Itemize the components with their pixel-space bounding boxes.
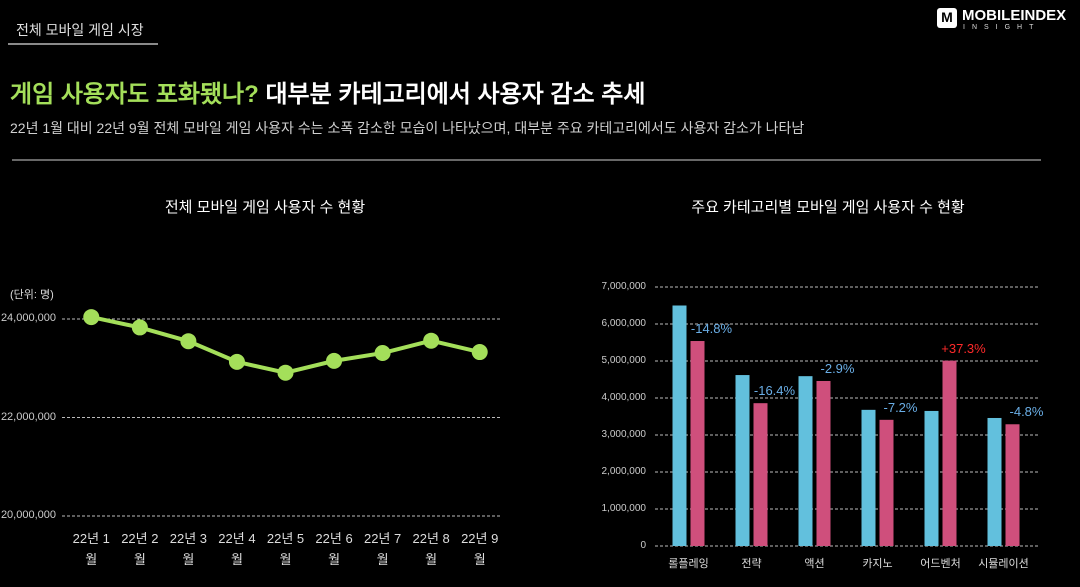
bar xyxy=(798,376,813,546)
subtitle: 22년 1월 대비 22년 9월 전체 모바일 게임 사용자 수는 소폭 감소한… xyxy=(10,120,805,136)
x-tick-label: 액션 xyxy=(804,558,825,570)
y-tick-label: 1,000,000 xyxy=(601,503,647,514)
point xyxy=(277,364,294,381)
point xyxy=(423,332,440,349)
unit-note: (단위: 명) xyxy=(10,288,54,301)
logo-box xyxy=(937,8,957,28)
point xyxy=(374,345,391,362)
point xyxy=(131,319,148,336)
x-tick-label: 22년 1월 xyxy=(72,531,110,567)
logo-name: MOBILEINDEX xyxy=(962,7,1067,24)
x-tick-label: 22년 9월 xyxy=(461,531,499,567)
y-tick-label: 4,000,000 xyxy=(601,392,647,403)
point xyxy=(471,344,488,361)
y-tick-label: 7,000,000 xyxy=(601,281,647,292)
y-tick-label: 3,000,000 xyxy=(601,429,647,440)
y-tick-label: 24,000,000 xyxy=(0,312,56,325)
point xyxy=(180,333,197,350)
y-tick-label: 5,000,000 xyxy=(601,355,647,366)
y-tick-label: 20,000,000 xyxy=(0,509,56,521)
point xyxy=(228,353,245,370)
point xyxy=(326,352,343,369)
change-label: -4.8% xyxy=(1009,404,1044,420)
logo-sub: INSIGHT xyxy=(963,24,1041,31)
x-tick-label: 22년 2월 xyxy=(121,531,159,567)
change-label: -2.9% xyxy=(820,360,855,376)
x-tick-label: 22년 7월 xyxy=(363,531,402,567)
change-label: -16.4% xyxy=(753,383,796,399)
bar xyxy=(753,403,768,546)
title-highlight: 게임 사용자도 포화됐나? xyxy=(10,81,259,108)
x-tick-label: 22년 5월 xyxy=(266,531,305,567)
bar xyxy=(690,341,705,546)
series-line xyxy=(90,315,481,375)
x-tick-label: 롤플레잉 xyxy=(668,558,709,570)
x-tick-label: 카지노 xyxy=(862,558,893,570)
x-tick-label: 22년 4월 xyxy=(218,531,256,567)
tab-label: 전체 모바일 게임 시장 xyxy=(16,22,144,38)
chart-title: 전체 모바일 게임 사용자 수 현황 xyxy=(164,199,366,216)
logo-mark: M xyxy=(941,9,953,25)
title: 게임 사용자도 포화됐나? 대부분 카테고리에서 사용자 감소 추세 xyxy=(10,74,645,109)
x-tick-label: 전략 xyxy=(741,558,762,570)
change-label: -14.8% xyxy=(690,321,733,337)
x-tick-label: 어드벤처 xyxy=(920,558,961,570)
y-tick-label: 0 xyxy=(640,540,646,551)
bar xyxy=(924,410,939,546)
chart-title: 주요 카테고리별 모바일 게임 사용자 수 현황 xyxy=(691,199,965,216)
bar xyxy=(879,419,894,546)
bar xyxy=(735,375,750,546)
x-tick-label: 22년 8월 xyxy=(412,531,450,567)
bar xyxy=(942,360,957,546)
x-tick-label: 22년 6월 xyxy=(315,531,353,567)
change-label: +37.3% xyxy=(941,340,986,356)
y-tick-label: 6,000,000 xyxy=(601,318,647,329)
y-tick-label: 22,000,000 xyxy=(0,410,56,423)
bar xyxy=(1005,424,1020,546)
x-tick-label: 22년 3월 xyxy=(169,531,207,567)
bar xyxy=(861,409,876,546)
change-label: -7.2% xyxy=(883,399,918,415)
y-tick-label: 2,000,000 xyxy=(601,466,647,477)
title-rest: 대부분 카테고리에서 사용자 감소 추세 xyxy=(265,81,646,108)
bar xyxy=(987,417,1002,546)
x-tick-label: 시뮬레이션 xyxy=(978,558,1029,570)
bar xyxy=(672,305,687,546)
point xyxy=(83,309,100,326)
bar xyxy=(816,380,831,546)
